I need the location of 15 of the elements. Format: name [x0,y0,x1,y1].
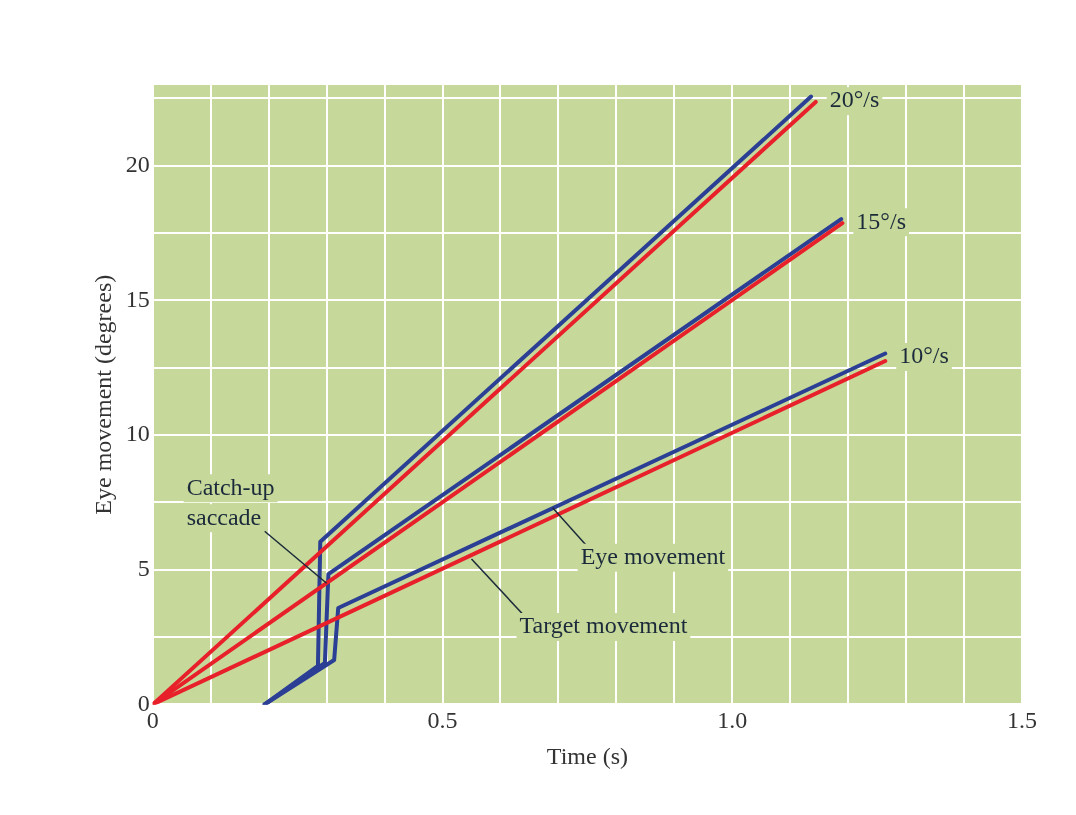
x-axis-title: Time (s) [546,742,628,769]
y-axis-title: Eye movement (degrees) [89,274,116,515]
annotation: Catch-up saccade [186,473,275,530]
y-tick-label: 5 [137,555,150,582]
annotation: 10°/s [899,342,949,369]
annotation: Eye movement [580,543,726,570]
annotation: 15°/s [856,207,906,234]
annotation: Target movement [519,612,688,639]
y-tick-label: 15 [125,285,150,312]
x-tick-label: 0.5 [427,707,458,734]
x-tick-label: 1.5 [1007,707,1037,734]
annotation: 20°/s [829,86,880,113]
y-tick-label: 10 [125,420,150,447]
x-tick-label: 1.0 [717,707,748,734]
y-tick-label: 20 [125,151,150,178]
